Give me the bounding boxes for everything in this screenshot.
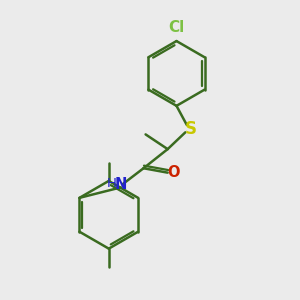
Text: N: N (115, 177, 127, 192)
Text: O: O (167, 165, 180, 180)
Text: S: S (185, 120, 197, 138)
Text: H: H (107, 177, 117, 190)
Text: Cl: Cl (168, 20, 184, 34)
